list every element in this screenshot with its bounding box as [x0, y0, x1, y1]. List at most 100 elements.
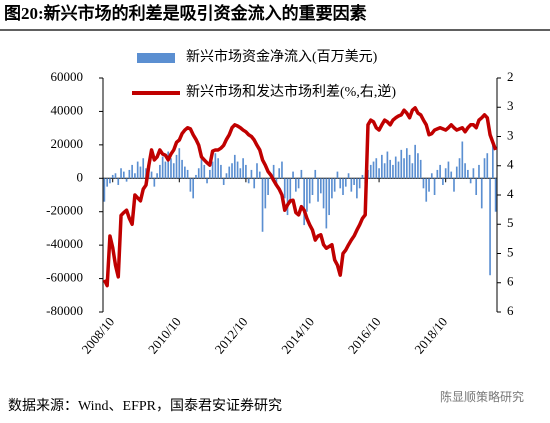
- bar: [425, 178, 428, 202]
- bar: [361, 174, 364, 179]
- bar: [472, 168, 475, 179]
- bar: [433, 178, 436, 195]
- x-tick-label: 2008/10: [78, 314, 117, 356]
- bar: [120, 168, 122, 179]
- bar: [403, 158, 405, 179]
- bar: [369, 164, 372, 179]
- y-tick-label: -80000: [46, 303, 83, 318]
- bar: [281, 161, 283, 179]
- bar: [125, 178, 128, 182]
- y2-tick-label: 3: [507, 127, 514, 142]
- bar: [325, 178, 328, 229]
- bar: [386, 151, 389, 179]
- bar: [220, 164, 222, 179]
- bar: [422, 178, 425, 189]
- bar: [161, 156, 164, 179]
- bar: [167, 151, 170, 179]
- bar: [106, 178, 108, 187]
- bar: [344, 178, 347, 187]
- bar: [253, 178, 256, 189]
- bar: [267, 178, 269, 195]
- bar: [356, 178, 358, 199]
- bar: [469, 178, 472, 184]
- bar: [486, 153, 489, 179]
- bar: [278, 168, 281, 179]
- bar: [292, 171, 294, 179]
- bar: [480, 178, 483, 209]
- bar: [455, 166, 458, 179]
- y2-tick-label: 2: [507, 69, 514, 84]
- y-tick-label: 40000: [51, 102, 84, 117]
- bar: [233, 154, 236, 179]
- bar: [300, 169, 303, 179]
- y-tick-label: -40000: [46, 236, 83, 251]
- bar: [114, 173, 117, 179]
- bar: [222, 178, 225, 185]
- source: 数据来源：Wind、EFPR，国泰君安证券研究: [8, 398, 282, 414]
- bar: [184, 166, 186, 179]
- bar: [311, 178, 314, 195]
- bar: [211, 161, 214, 179]
- bar: [358, 178, 361, 189]
- bar: [181, 159, 183, 179]
- legend-label: 新兴市场资金净流入(百万美元): [186, 48, 378, 65]
- bar: [286, 178, 289, 216]
- y-tick-label: -60000: [46, 270, 83, 285]
- bar: [419, 159, 422, 179]
- bar: [492, 144, 494, 179]
- bar: [461, 141, 464, 179]
- bar: [150, 171, 153, 179]
- y2-tick-label: 4: [507, 186, 514, 201]
- y2-tick-label: 4: [507, 157, 514, 172]
- bar: [439, 164, 441, 179]
- bar: [342, 178, 344, 195]
- bar: [189, 178, 192, 192]
- chart-title: 图20:新兴市场的利差是吸引资金流入的重要因素: [4, 3, 367, 23]
- bar: [303, 178, 305, 226]
- bar: [375, 158, 378, 179]
- bar: [494, 178, 497, 212]
- bar: [392, 164, 394, 179]
- bar: [264, 178, 267, 209]
- bar: [250, 169, 253, 179]
- bar: [178, 148, 181, 179]
- bar: [381, 154, 383, 179]
- bar: [483, 158, 486, 179]
- y2-tick-label: 5: [507, 215, 514, 230]
- bar: [383, 163, 386, 179]
- bar: [394, 156, 397, 179]
- bar: [256, 163, 258, 179]
- bar: [175, 154, 178, 179]
- bar: [408, 154, 411, 179]
- bar: [339, 178, 342, 189]
- bar: [447, 161, 450, 179]
- bar: [225, 173, 228, 179]
- bar: [117, 178, 120, 185]
- bar: [203, 164, 206, 179]
- bar: [258, 171, 261, 179]
- y2-tick-label: 5: [507, 244, 514, 259]
- bar: [217, 158, 219, 179]
- bar: [172, 163, 175, 179]
- bar: [128, 169, 131, 179]
- bar: [464, 163, 466, 179]
- bar: [247, 178, 250, 184]
- bar: [397, 161, 400, 179]
- bar: [228, 166, 231, 179]
- legend-label: 新兴市场和发达市场利差(%,右,逆): [186, 83, 396, 100]
- bar: [336, 171, 339, 179]
- bar: [186, 169, 189, 179]
- bar: [389, 159, 392, 179]
- bar: [489, 178, 491, 276]
- y2-tick-label: 6: [507, 303, 514, 318]
- bar: [350, 178, 353, 192]
- bar: [122, 171, 125, 179]
- bar: [245, 164, 247, 179]
- bar: [372, 161, 375, 179]
- legend-swatch: [137, 53, 175, 63]
- bar: [478, 164, 480, 179]
- bar: [378, 168, 380, 179]
- bar: [261, 178, 264, 232]
- bar: [405, 148, 408, 179]
- y-tick-label: 0: [77, 169, 84, 184]
